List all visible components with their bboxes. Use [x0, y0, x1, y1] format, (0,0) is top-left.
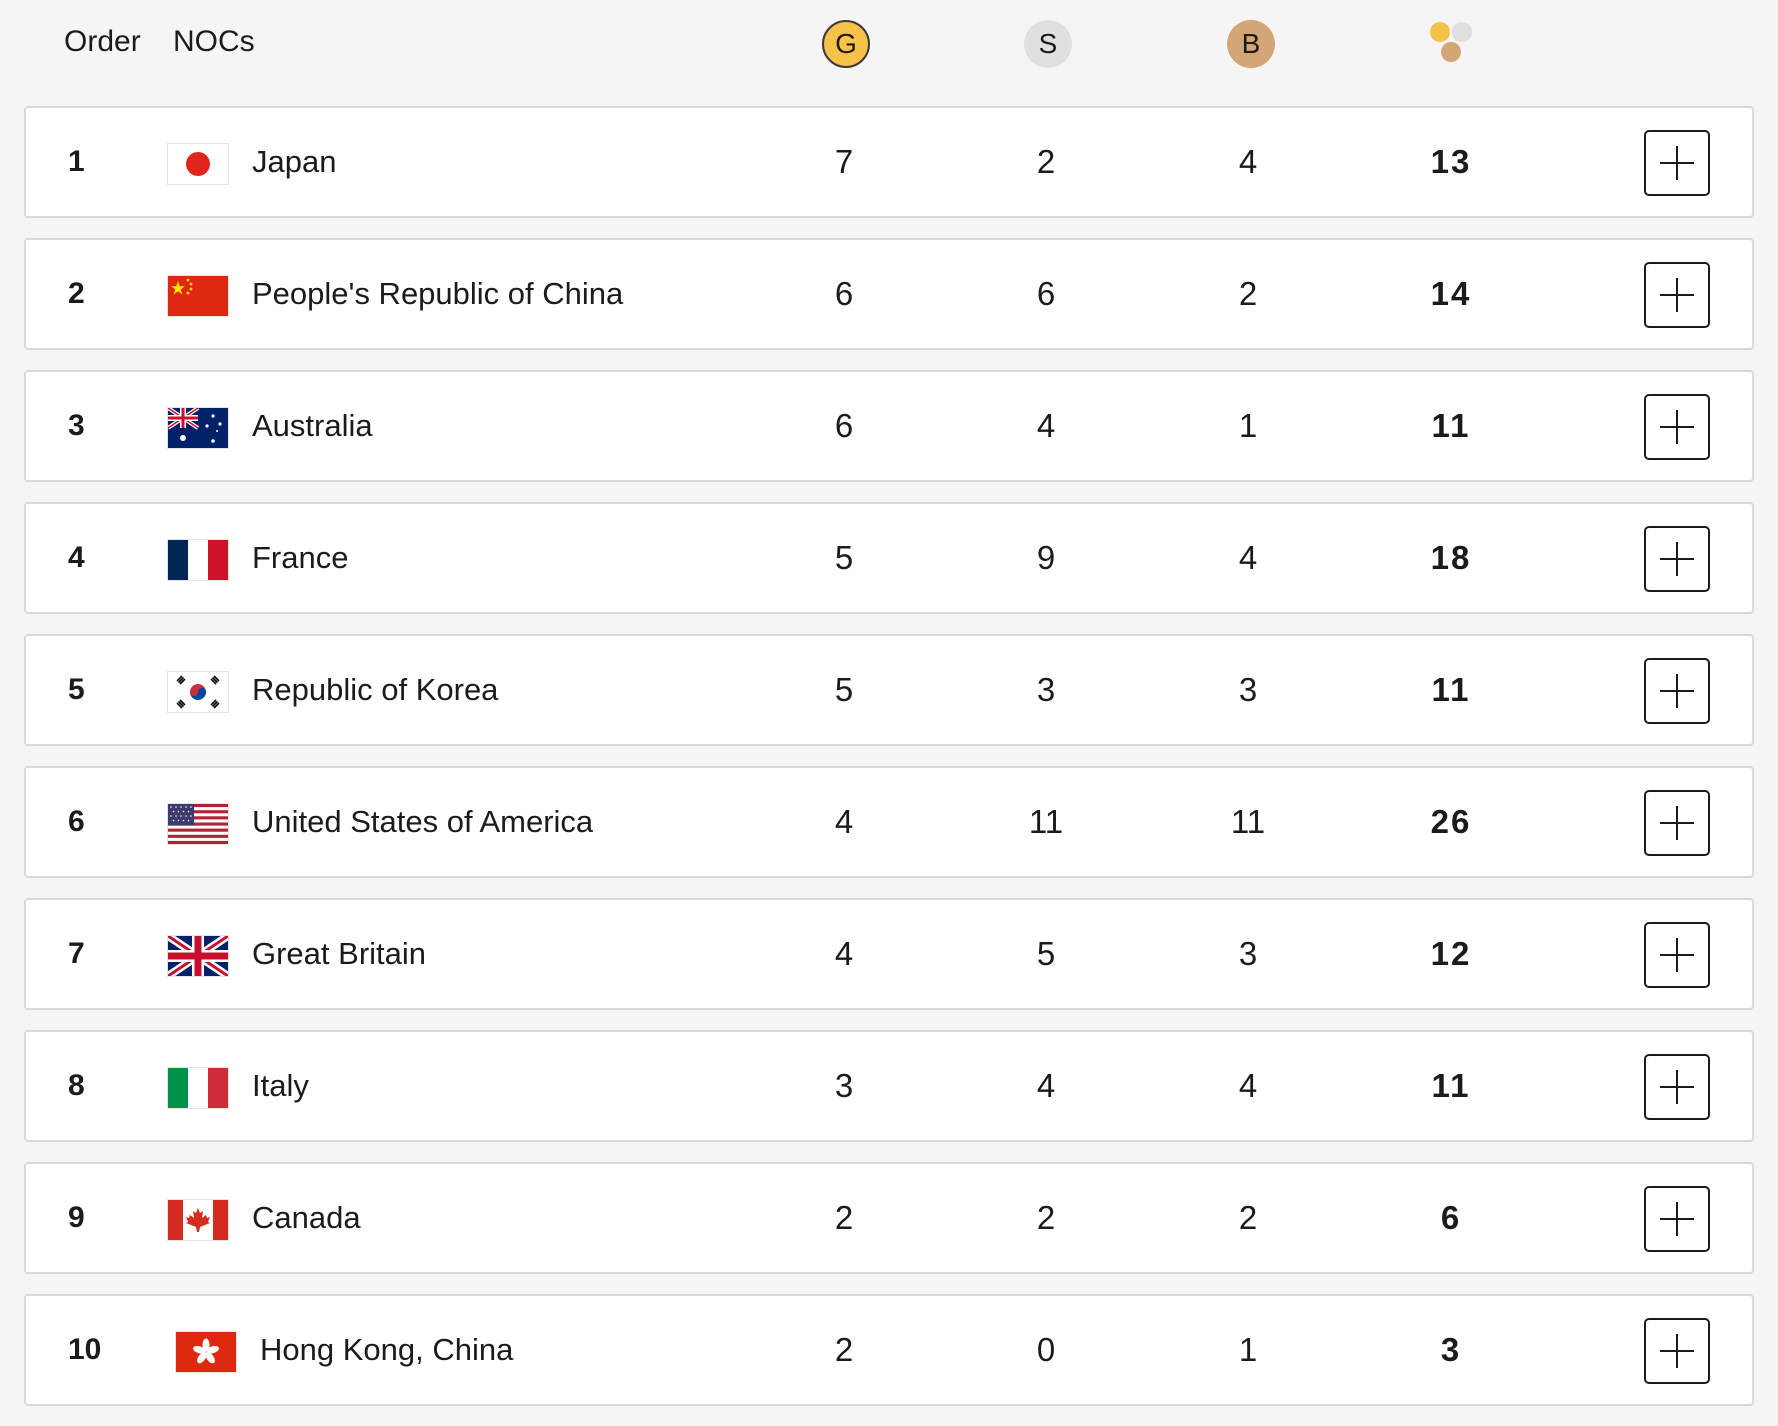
silver-count: 11	[1028, 803, 1064, 840]
gold-count: 2	[834, 1331, 854, 1368]
expand-row-button[interactable]	[1644, 130, 1710, 196]
china-flag-icon	[167, 275, 229, 317]
country-name: Canada	[252, 1200, 361, 1235]
bronze-count: 1	[1238, 407, 1258, 444]
australia-flag-icon	[167, 407, 229, 449]
rank-cell: 8	[68, 1069, 85, 1102]
silver-count: 6	[1036, 275, 1056, 312]
gold-count: 6	[834, 275, 854, 312]
expand-row-button[interactable]	[1644, 922, 1710, 988]
silver-count: 2	[1036, 1199, 1056, 1236]
bronze-count: 3	[1238, 935, 1258, 972]
country-name: Australia	[252, 408, 373, 443]
silver-count: 3	[1036, 671, 1056, 708]
country-name: People's Republic of China	[252, 276, 624, 311]
bronze-count: 4	[1238, 1067, 1258, 1104]
total-count: 6	[1440, 1199, 1462, 1236]
country-name: Italy	[252, 1068, 309, 1103]
table-row: 6 United States of America 4 11	[24, 766, 1754, 878]
rank-cell: 1	[68, 145, 85, 178]
italy-flag-icon	[167, 1067, 229, 1109]
table-header: Order NOCs G S B	[0, 0, 1778, 90]
table-row: 3 Australia 6 4 1 11	[24, 370, 1754, 482]
total-count: 11	[1431, 407, 1471, 444]
expand-row-button[interactable]	[1644, 1186, 1710, 1252]
table-row: 1 Japan 7 2 4 13	[24, 106, 1754, 218]
silver-count: 4	[1036, 407, 1056, 444]
rank-cell: 6	[68, 805, 85, 838]
expand-row-button[interactable]	[1644, 262, 1710, 328]
bronze-count: 2	[1238, 1199, 1258, 1236]
total-count: 12	[1430, 935, 1472, 972]
great-britain-flag-icon	[167, 935, 229, 977]
silver-count: 9	[1036, 539, 1056, 576]
silver-count: 2	[1036, 143, 1056, 180]
total-count: 11	[1431, 1067, 1471, 1104]
total-count: 14	[1430, 275, 1472, 312]
total-count: 3	[1440, 1331, 1462, 1368]
total-count: 18	[1430, 539, 1472, 576]
korea-flag-icon	[167, 671, 229, 713]
bronze-count: 11	[1230, 803, 1266, 840]
expand-row-button[interactable]	[1644, 790, 1710, 856]
gold-count: 5	[834, 671, 854, 708]
gold-count: 2	[834, 1199, 854, 1236]
silver-count: 0	[1036, 1331, 1056, 1368]
rank-cell: 10	[68, 1333, 102, 1366]
japan-flag-icon	[167, 143, 229, 185]
bronze-medal-icon: B	[1227, 20, 1275, 68]
medal-table: 1 Japan 7 2 4 13 2 People's Republic of …	[24, 106, 1754, 1426]
canada-flag-icon	[167, 1199, 229, 1241]
table-row: 4 France 5 9 4 18	[24, 502, 1754, 614]
expand-row-button[interactable]	[1644, 658, 1710, 724]
expand-row-button[interactable]	[1644, 394, 1710, 460]
france-flag-icon	[167, 539, 229, 581]
rank-cell: 3	[68, 409, 85, 442]
table-row: 7 Great Britain 4 5 3 12	[24, 898, 1754, 1010]
gold-count: 7	[834, 143, 854, 180]
order-column-header: Order	[64, 25, 141, 58]
expand-row-button[interactable]	[1644, 526, 1710, 592]
gold-count: 6	[834, 407, 854, 444]
usa-flag-icon	[167, 803, 229, 845]
bronze-count: 4	[1238, 143, 1258, 180]
rank-cell: 9	[68, 1201, 85, 1234]
country-name: United States of America	[252, 804, 594, 839]
silver-count: 4	[1036, 1067, 1056, 1104]
bronze-count: 3	[1238, 671, 1258, 708]
country-name: Japan	[252, 144, 337, 179]
table-row: 8 Italy 3 4 4 11	[24, 1030, 1754, 1142]
table-row: 5 Republic of Korea 5 3 3 11	[24, 634, 1754, 746]
country-name: Hong Kong, China	[260, 1332, 514, 1367]
rank-cell: 5	[68, 673, 85, 706]
total-count: 26	[1430, 803, 1472, 840]
gold-count: 4	[834, 935, 854, 972]
expand-row-button[interactable]	[1644, 1318, 1710, 1384]
table-row: 9 Canada 2 2 2 6	[24, 1162, 1754, 1274]
silver-count: 5	[1036, 935, 1056, 972]
country-name: France	[252, 540, 349, 575]
country-name: Great Britain	[252, 936, 427, 971]
rank-cell: 4	[68, 541, 85, 574]
bronze-count: 2	[1238, 275, 1258, 312]
medals-total-icon	[1428, 20, 1480, 68]
table-row: 10 Hong Kong, China 2 0 1 3	[24, 1294, 1754, 1406]
expand-row-button[interactable]	[1644, 1054, 1710, 1120]
gold-medal-icon: G	[822, 20, 870, 68]
bronze-count: 1	[1238, 1331, 1258, 1368]
gold-count: 5	[834, 539, 854, 576]
silver-medal-icon: S	[1024, 20, 1072, 68]
total-count: 13	[1430, 143, 1472, 180]
nocs-column-header: NOCs	[173, 25, 255, 58]
rank-cell: 2	[68, 277, 85, 310]
country-name: Republic of Korea	[252, 672, 499, 707]
gold-count: 4	[834, 803, 854, 840]
rank-cell: 7	[68, 937, 85, 970]
hong-kong-flag-icon	[175, 1331, 237, 1373]
gold-count: 3	[834, 1067, 854, 1104]
table-row: 2 People's Republic of China 6 6 2 14	[24, 238, 1754, 350]
bronze-count: 4	[1238, 539, 1258, 576]
total-count: 11	[1431, 671, 1471, 708]
